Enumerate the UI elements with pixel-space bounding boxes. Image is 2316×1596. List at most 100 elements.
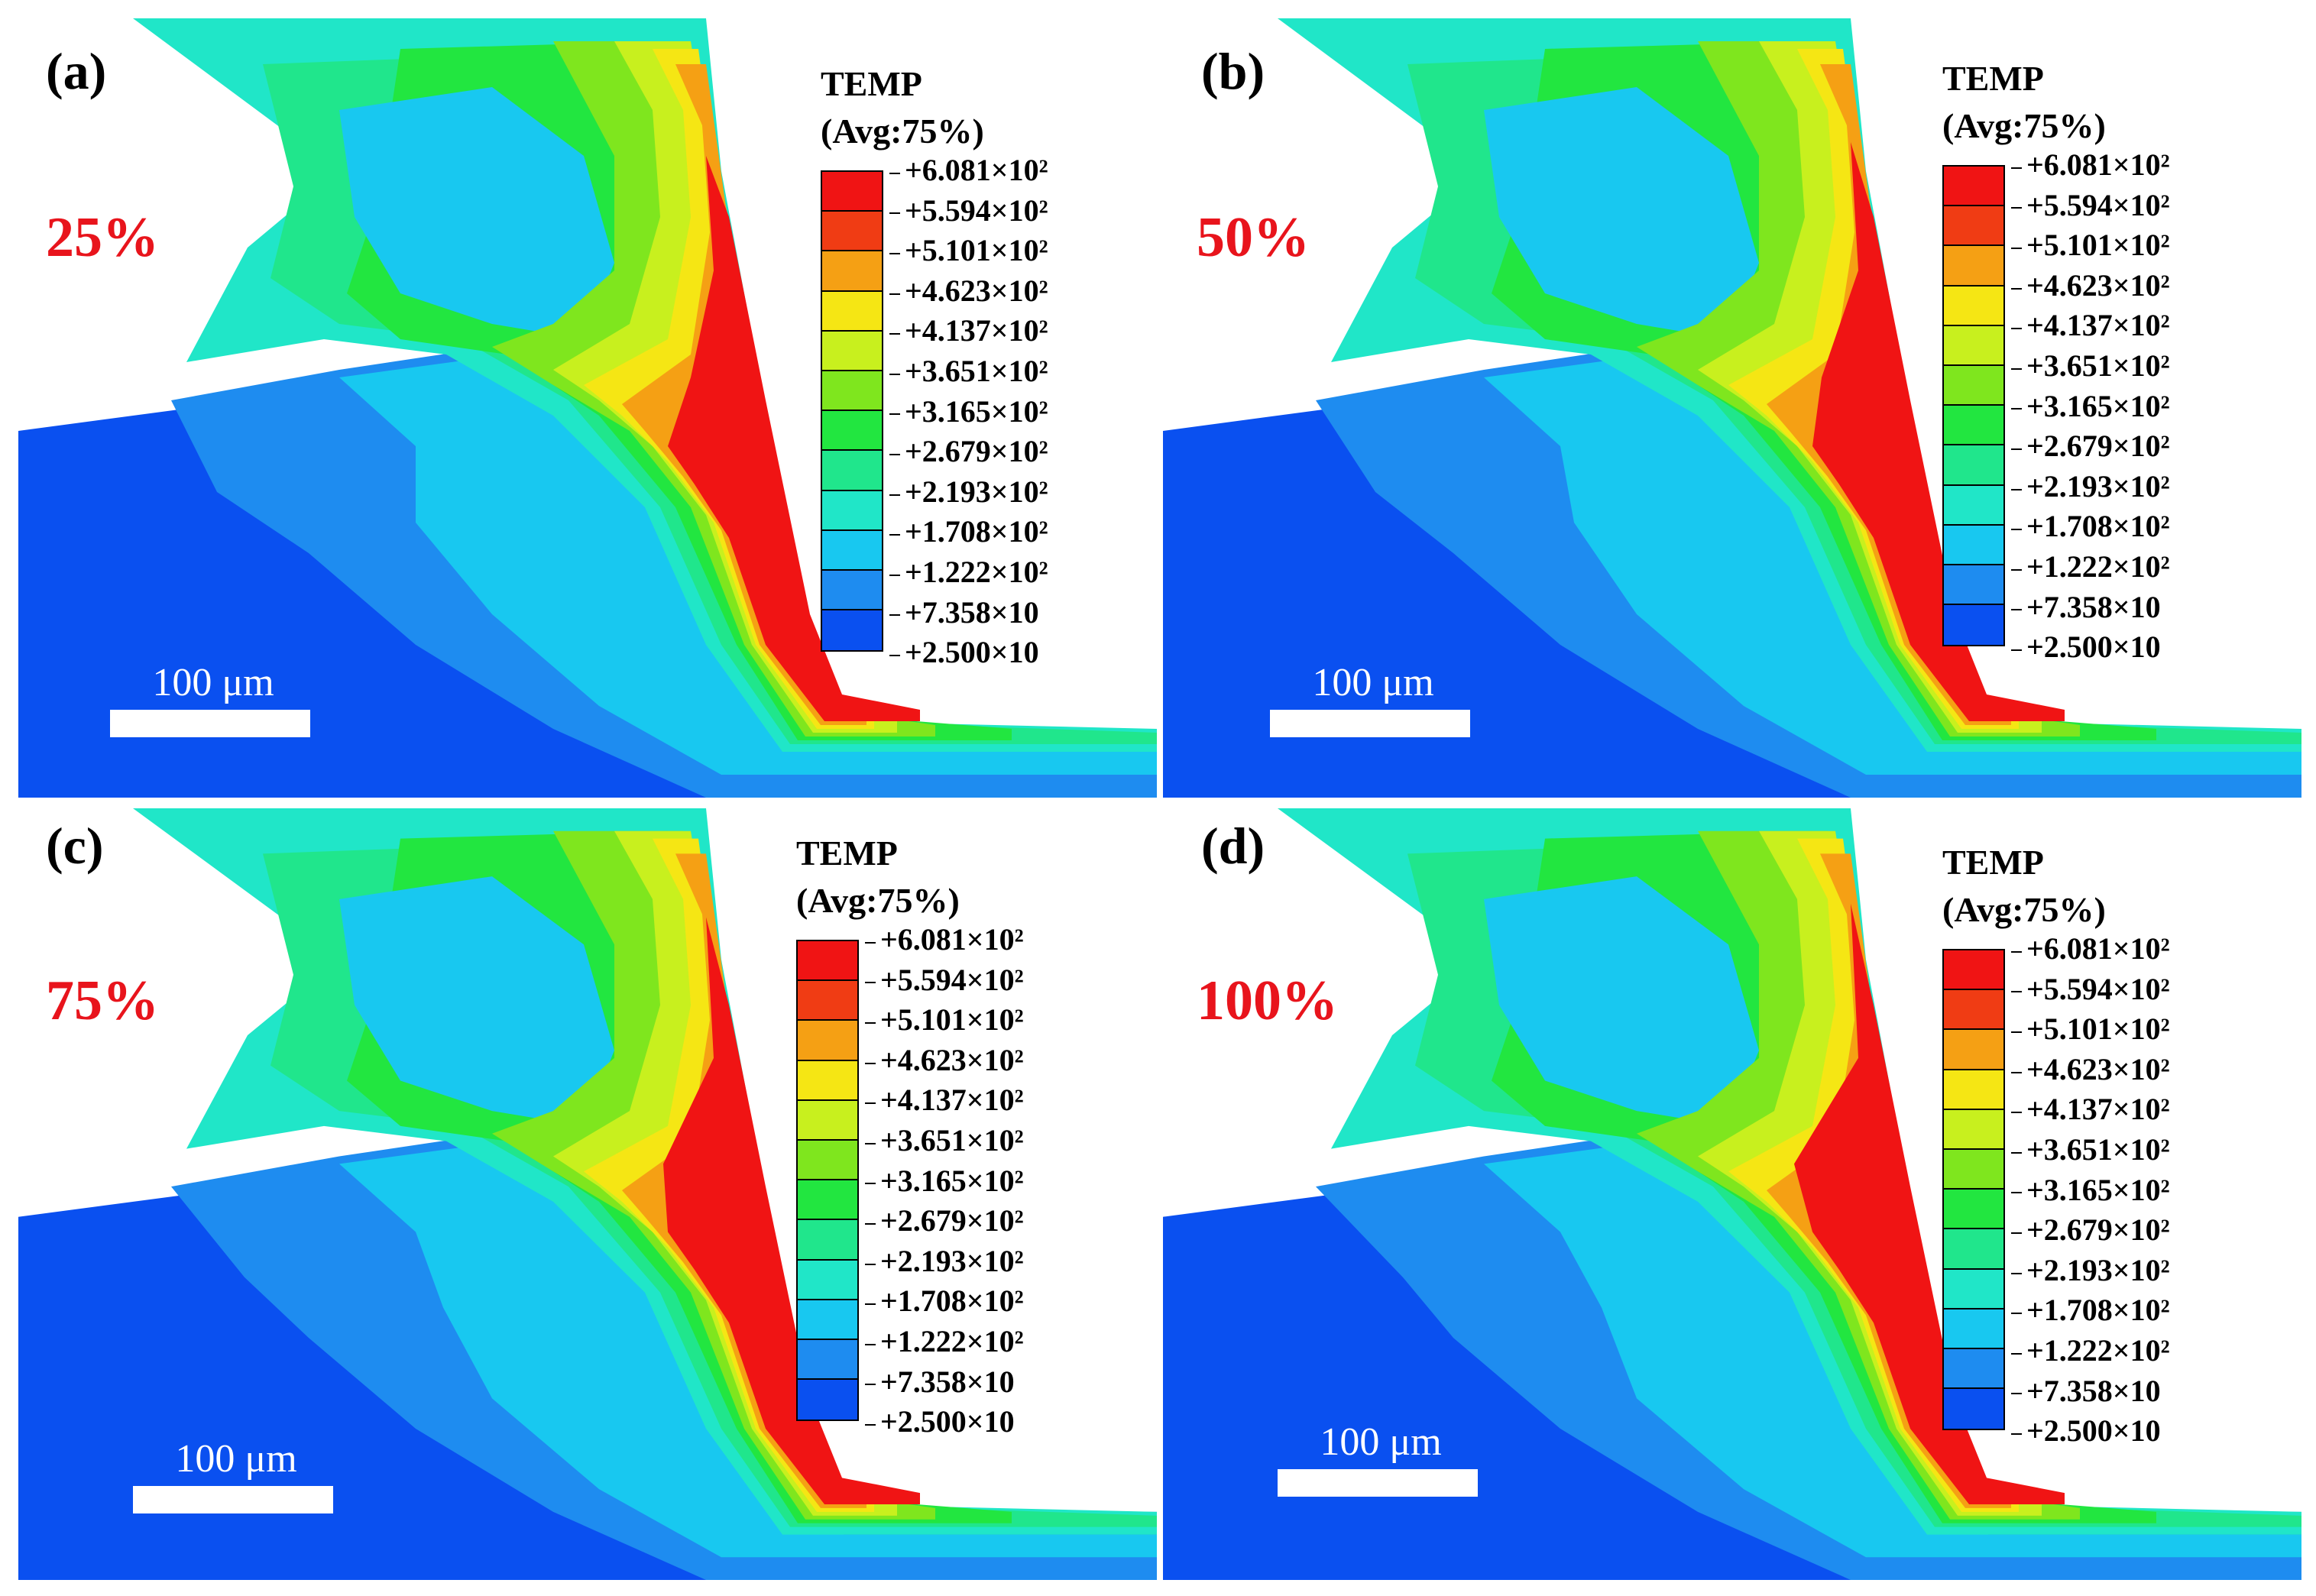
legend-value: +1.222×10² [865,1324,1024,1365]
legend-swatch [1944,445,2003,486]
legend-swatch [1944,565,2003,606]
legend-value: +2.679×10² [2011,1213,2170,1254]
legend-swatch [1944,286,2003,326]
legend-swatch [1944,167,2003,207]
legend-swatch [1944,990,2003,1031]
legend-swatch [1944,1389,2003,1429]
legend-subtitle: (Avg:75%) [1942,890,2106,929]
contour-band-2 [339,354,1157,775]
legend-swatch [822,530,882,571]
legend-value: +4.137×10² [865,1083,1024,1124]
percent-label: 100% [1197,970,1338,1032]
legend-swatch [798,941,857,982]
legend-value: +3.651×10² [2011,1132,2170,1174]
legend-value: +2.193×10² [2011,1253,2170,1294]
legend-value: +1.708×10² [2011,510,2170,550]
legend-swatch [1944,950,2003,991]
panel-label: (d) [1201,817,1265,875]
temperature-legend: TEMP (Avg:75%) +6.081×10² +5.594×10² +5.101×… [1942,55,2170,664]
contour-band-11 [1794,903,2065,1504]
scale-bar-label: 100 μm [1312,661,1434,704]
legend-value: +3.165×10² [2011,389,2170,430]
legend-value: +5.594×10² [889,193,1048,235]
legend-swatch [822,212,882,252]
legend-value: +3.165×10² [2011,1173,2170,1214]
contour-band-2 [339,1141,1157,1558]
scale-bar: 100 μm [110,660,316,737]
panel-d: (d) 100% TEMP (Avg:75%) +6.081×10² +5.594×10²… [1163,808,2301,1580]
legend-value: +2.193×10² [2011,469,2170,510]
legend-color-bar [821,170,883,652]
legend-value: +3.165×10² [865,1164,1024,1205]
legend-swatch [1944,525,2003,565]
legend-swatch [798,1140,857,1181]
legend-swatch [1944,406,2003,446]
legend-title: TEMP [796,834,898,872]
legend-value: +1.222×10² [2011,1333,2170,1374]
legend-swatch [822,451,882,491]
legend-color-bar [796,940,859,1422]
legend-value: +7.358×10 [2011,590,2170,631]
legend-swatch [798,1220,857,1261]
legend-swatch [798,981,857,1021]
contour-band-6 [339,87,614,339]
panel-a: (a) 25% TEMP (Avg:75%) +6.081×10² +5.594×10² +… [18,18,1157,798]
scale-bar-label: 100 μm [175,1437,297,1481]
contour-band-2 [1484,1141,2301,1558]
legend-value: +3.651×10² [2011,348,2170,390]
legend-swatch [822,570,882,611]
legend-swatch [798,1300,857,1340]
legend-value: +3.165×10² [889,394,1048,435]
scale-bar: 100 μm [133,1436,339,1513]
legend-value: +1.708×10² [2011,1293,2170,1334]
legend-value: +7.358×10 [2011,1374,2170,1415]
scale-bar-line [1270,710,1470,737]
scale-bar-line [1278,1469,1478,1497]
legend-swatch [798,1260,857,1300]
legend-value: +5.594×10² [2011,188,2170,229]
legend-value: +3.651×10² [865,1123,1024,1164]
legend-value: +3.651×10² [889,354,1048,395]
legend-value: +1.222×10² [889,555,1048,596]
contour-band-11 [668,156,920,721]
temperature-legend: TEMP (Avg:75%) +6.081×10² +5.594×10² +5.101×… [1942,839,2170,1448]
panel-b: (b) 50% TEMP (Avg:75%) +6.081×10² +5.594×10² +… [1163,18,2301,798]
legend-value: +5.101×10² [865,1003,1024,1044]
legend-value: +4.623×10² [2011,1052,2170,1093]
legend-value: +5.594×10² [865,963,1024,1004]
legend-swatch [1944,1109,2003,1150]
legend-swatch [822,371,882,412]
legend-swatch [1944,365,2003,406]
legend-subtitle: (Avg:75%) [796,881,960,920]
legend-swatch [1944,1309,2003,1349]
percent-label: 50% [1197,206,1310,269]
legend-color-bar [1942,165,2005,647]
contour-band-2 [1484,354,2301,775]
legend-swatch [1944,1070,2003,1110]
legend-value: +4.137×10² [2011,309,2170,349]
legend-value: +2.500×10 [2011,1414,2170,1455]
panel-label: (b) [1201,42,1265,100]
contour-band-11 [663,917,920,1504]
percent-label: 25% [46,206,159,269]
legend-swatch [798,1180,857,1221]
temperature-contour-plot [18,18,1157,798]
panel-c: (c) 75% TEMP (Avg:75%) +6.081×10² +5.594×10² +… [18,808,1157,1580]
legend-value: +6.081×10² [2011,932,2170,973]
legend-value: +1.708×10² [889,515,1048,555]
legend-subtitle: (Avg:75%) [821,112,984,151]
legend-swatch [798,1339,857,1381]
legend-swatch [798,1380,857,1420]
legend-value: +2.193×10² [889,474,1048,516]
legend-swatch [1944,1190,2003,1230]
legend-value: +2.500×10 [2011,630,2170,671]
legend-swatch [822,411,882,452]
scale-bar-line [110,710,310,737]
legend-value: +5.101×10² [2011,228,2170,269]
panel-label: (a) [46,42,107,100]
scale-bar: 100 μm [1270,660,1476,737]
legend-value: +6.081×10² [2011,148,2170,189]
legend-swatch [1944,206,2003,247]
legend-swatch [1944,1348,2003,1390]
legend-swatch [1944,246,2003,287]
